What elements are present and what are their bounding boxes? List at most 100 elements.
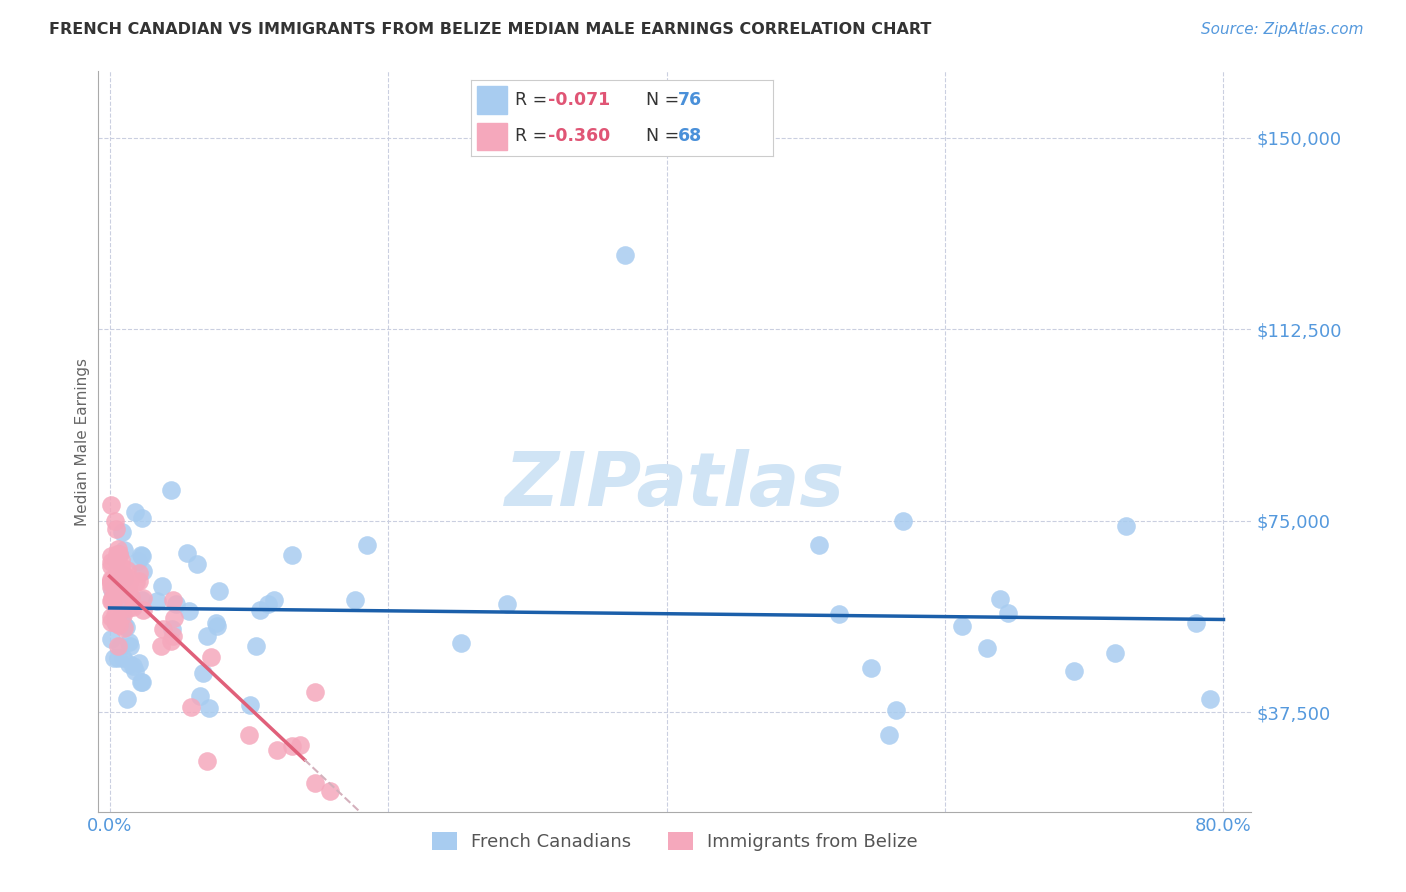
- Point: [450, 636, 472, 650]
- Point: [859, 660, 882, 674]
- Point: [105, 579, 128, 593]
- Point: [108, 640, 131, 654]
- Point: [988, 591, 1011, 606]
- Point: [100, 632, 122, 647]
- Point: [165, 597, 187, 611]
- Point: [105, 610, 128, 624]
- Point: [146, 594, 169, 608]
- Text: R =: R =: [515, 128, 553, 145]
- Point: [111, 607, 134, 621]
- Point: [103, 650, 125, 665]
- Point: [108, 547, 131, 561]
- Point: [150, 579, 173, 593]
- Point: [160, 634, 183, 648]
- Point: [107, 585, 129, 599]
- Point: [112, 571, 135, 585]
- Point: [105, 562, 128, 576]
- Point: [188, 689, 211, 703]
- Point: [115, 691, 138, 706]
- Point: [132, 591, 155, 605]
- Text: -0.071: -0.071: [548, 91, 610, 109]
- Point: [100, 549, 122, 563]
- Text: -0.360: -0.360: [548, 128, 610, 145]
- Point: [828, 607, 851, 621]
- Point: [266, 743, 288, 757]
- Point: [124, 505, 146, 519]
- Point: [319, 784, 342, 798]
- Point: [107, 650, 129, 665]
- Point: [107, 547, 129, 561]
- Point: [100, 594, 122, 608]
- Point: [112, 568, 135, 582]
- Point: [208, 584, 231, 599]
- Point: [100, 574, 122, 589]
- Point: [114, 581, 136, 595]
- Legend: French Canadians, Immigrants from Belize: French Canadians, Immigrants from Belize: [425, 825, 925, 858]
- Point: [110, 616, 132, 631]
- Point: [177, 604, 200, 618]
- Point: [122, 659, 145, 673]
- Point: [100, 574, 122, 588]
- Point: [115, 619, 138, 633]
- Point: [176, 546, 198, 560]
- Point: [191, 666, 214, 681]
- Point: [100, 610, 122, 624]
- Point: [160, 483, 183, 497]
- Point: [112, 618, 135, 632]
- Text: R =: R =: [515, 91, 553, 109]
- Point: [100, 574, 122, 588]
- Point: [245, 639, 267, 653]
- Point: [117, 657, 139, 671]
- Point: [108, 618, 131, 632]
- Point: [281, 739, 304, 754]
- Point: [304, 685, 326, 699]
- Point: [131, 548, 153, 562]
- Point: [128, 574, 150, 588]
- Point: [162, 592, 184, 607]
- Point: [117, 600, 139, 615]
- Point: [110, 553, 132, 567]
- Point: [112, 651, 135, 665]
- Point: [207, 619, 229, 633]
- Point: [104, 615, 127, 629]
- Point: [110, 564, 132, 578]
- Point: [976, 641, 998, 656]
- Point: [107, 591, 129, 606]
- Point: [160, 622, 183, 636]
- Point: [108, 566, 131, 580]
- Point: [200, 650, 222, 665]
- Point: [356, 538, 378, 552]
- Point: [114, 583, 136, 598]
- Point: [131, 603, 153, 617]
- Point: [124, 664, 146, 678]
- Point: [100, 555, 122, 569]
- Point: [257, 597, 280, 611]
- Point: [108, 581, 131, 595]
- Point: [105, 553, 128, 567]
- Point: [111, 574, 134, 588]
- Point: [344, 593, 367, 607]
- Point: [1063, 664, 1085, 678]
- Text: 68: 68: [678, 128, 703, 145]
- Point: [152, 622, 174, 636]
- Point: [613, 248, 636, 262]
- Point: [107, 542, 129, 557]
- Point: [128, 553, 150, 567]
- Point: [997, 606, 1019, 620]
- Point: [100, 572, 122, 586]
- Point: [249, 603, 271, 617]
- Point: [281, 548, 304, 562]
- Point: [100, 615, 122, 630]
- Point: [111, 524, 134, 539]
- Bar: [477, 123, 508, 150]
- Point: [239, 698, 262, 712]
- Point: [129, 675, 152, 690]
- Point: [100, 580, 122, 594]
- Point: [110, 558, 132, 573]
- Point: [100, 558, 122, 573]
- Point: [304, 776, 326, 790]
- Point: [115, 571, 138, 585]
- Point: [195, 629, 218, 643]
- Point: [879, 728, 901, 742]
- Point: [128, 566, 150, 581]
